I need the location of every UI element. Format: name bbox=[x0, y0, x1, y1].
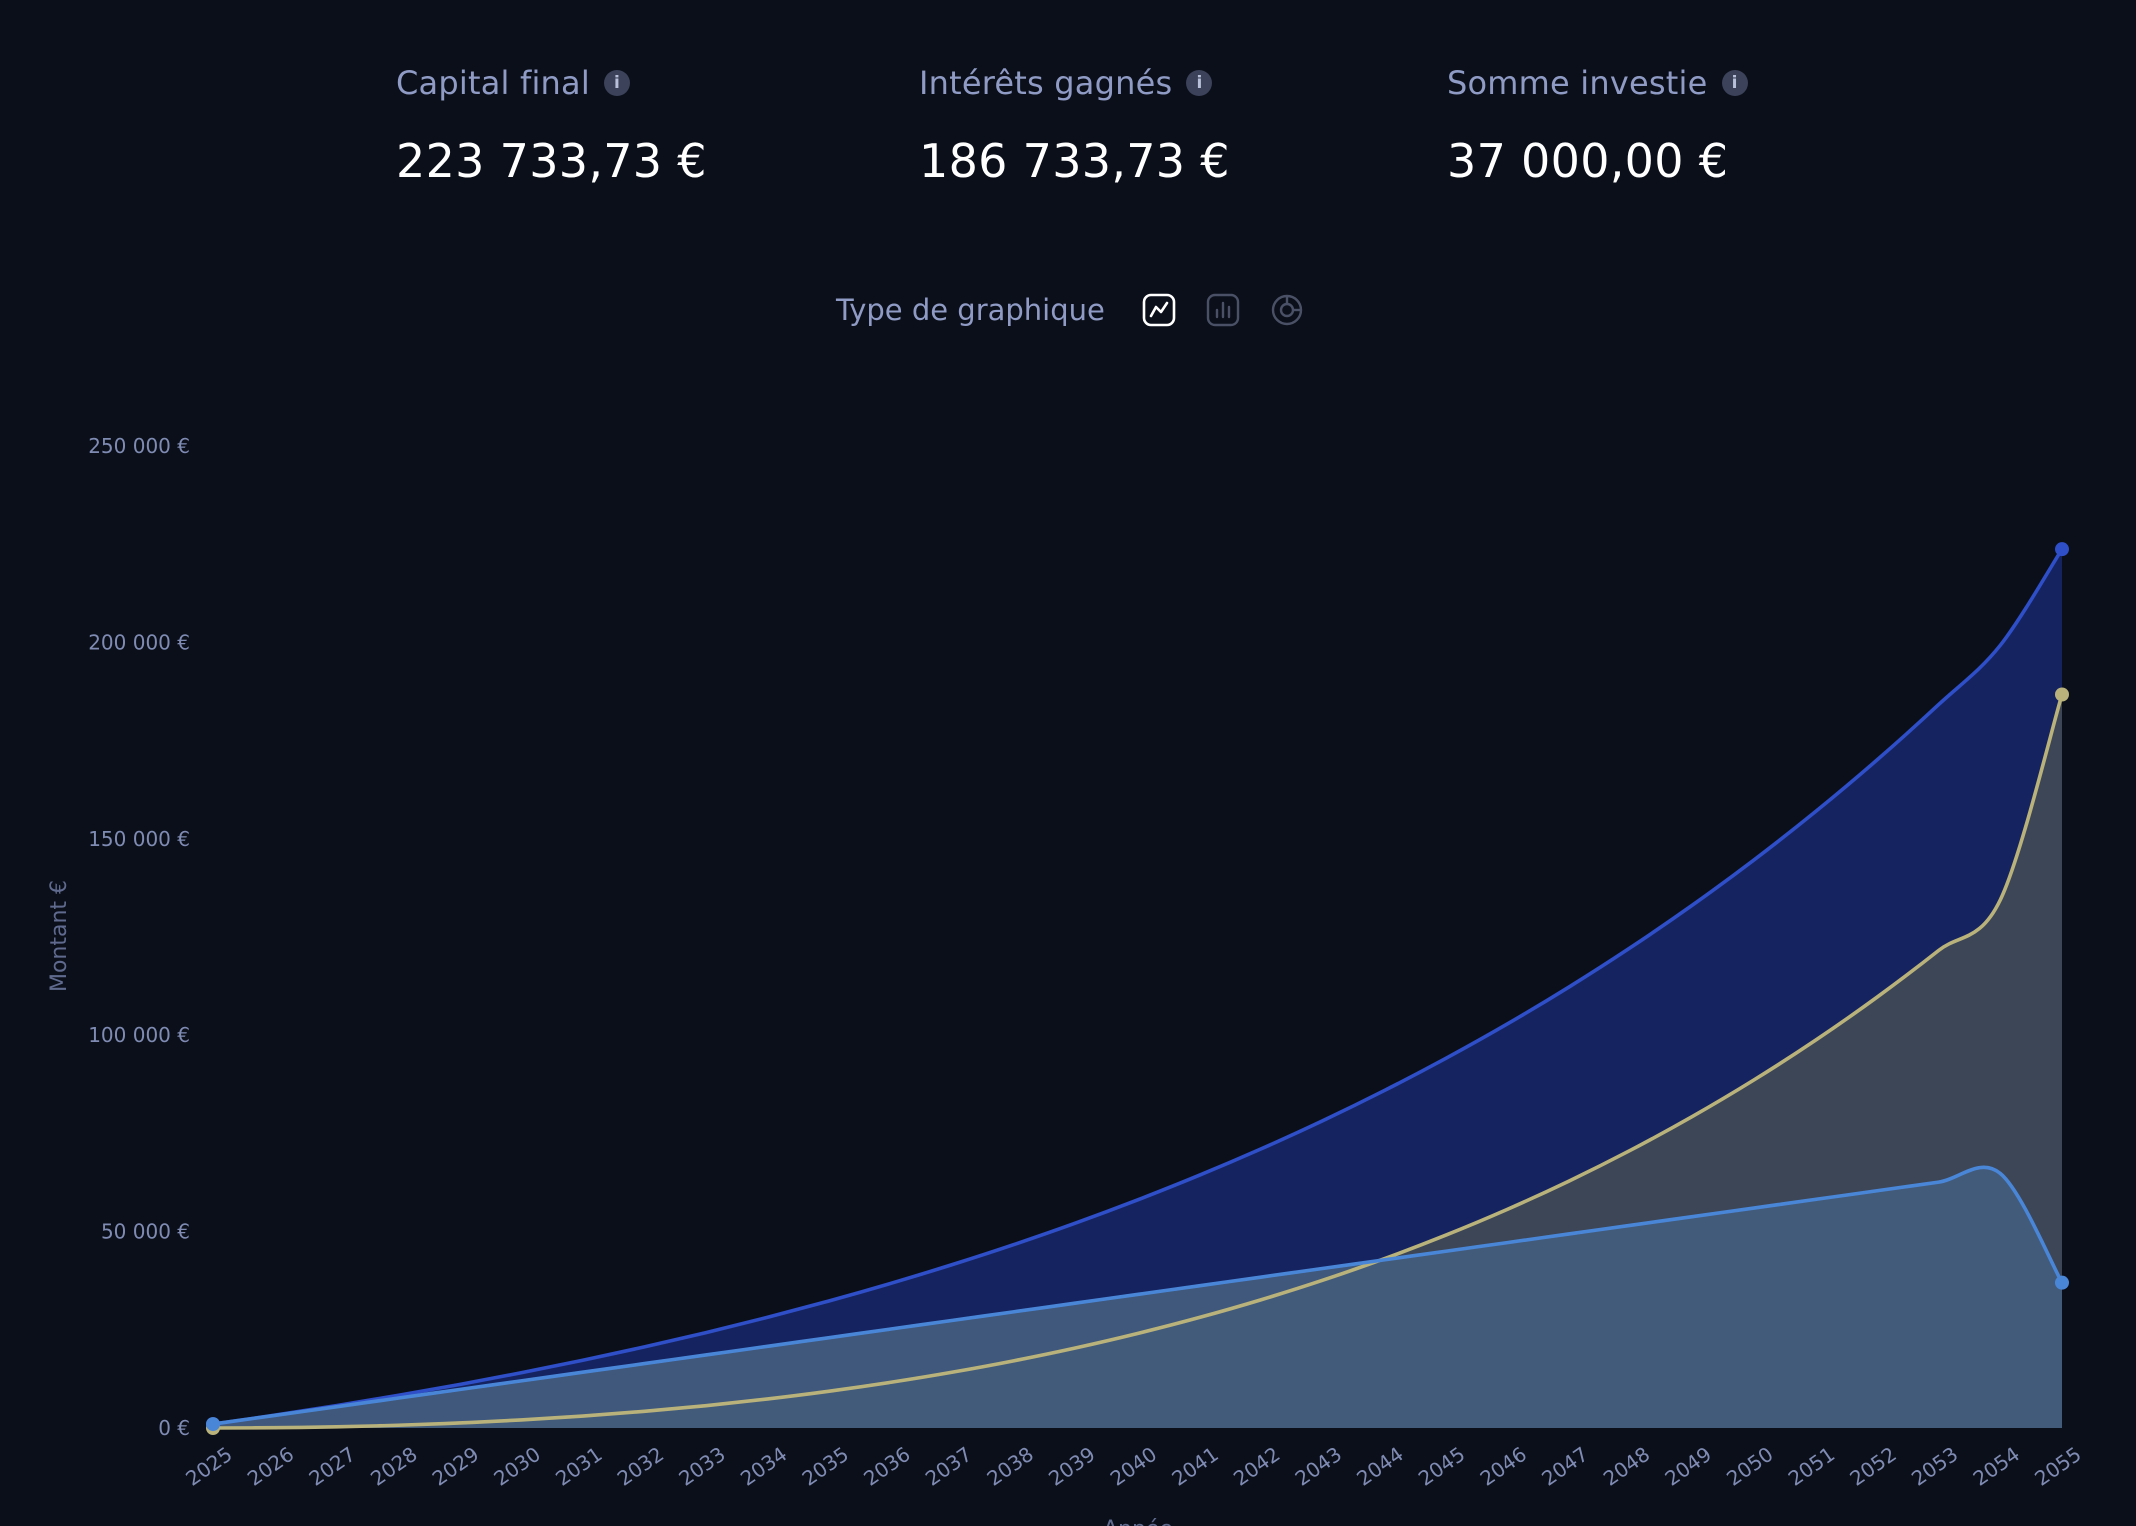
series-point-capital-end bbox=[2055, 542, 2069, 557]
x-tick-label: 2043 bbox=[1291, 1442, 1346, 1491]
series-point-invested-end bbox=[2055, 1275, 2069, 1290]
x-tick-label: 2052 bbox=[1845, 1442, 1900, 1491]
x-tick-label: 2025 bbox=[181, 1442, 236, 1491]
stat-label: Intérêts gagnés bbox=[919, 64, 1173, 102]
series-line-capital bbox=[212, 548, 2064, 1426]
x-tick-label: 2031 bbox=[551, 1442, 606, 1491]
stat-value: 37 000,00 € bbox=[1447, 134, 1729, 188]
x-tick-label: 2026 bbox=[243, 1442, 298, 1491]
x-tick-label: 2044 bbox=[1352, 1442, 1407, 1491]
x-tick-label: 2038 bbox=[982, 1442, 1037, 1491]
chart-type-selector: Type de graphique bbox=[836, 284, 1331, 336]
x-tick-label: 2041 bbox=[1167, 1442, 1222, 1491]
stat-interets-gagnes: Intérêts gagnés i 186 733,73 € bbox=[919, 58, 1230, 188]
x-tick-label: 2042 bbox=[1229, 1442, 1284, 1491]
y-tick-label: 150 000 € bbox=[88, 827, 190, 851]
x-tick-label: 2029 bbox=[428, 1442, 483, 1491]
x-tick-label: 2055 bbox=[2030, 1442, 2085, 1491]
series-line-invested bbox=[212, 1165, 2064, 1426]
x-tick-label: 2037 bbox=[921, 1442, 976, 1491]
y-tick-label: 0 € bbox=[158, 1416, 190, 1440]
stat-label: Somme investie bbox=[1447, 64, 1708, 102]
x-tick-label: 2039 bbox=[1044, 1442, 1099, 1491]
stat-somme-investie: Somme investie i 37 000,00 € bbox=[1447, 58, 1748, 188]
stat-value: 186 733,73 € bbox=[919, 134, 1230, 188]
x-tick-label: 2048 bbox=[1599, 1442, 1654, 1491]
y-tick-label: 200 000 € bbox=[88, 630, 190, 654]
bar-chart-button[interactable] bbox=[1203, 290, 1243, 330]
series-line-interest bbox=[212, 693, 2064, 1430]
x-tick-label: 2054 bbox=[1969, 1442, 2024, 1491]
info-icon[interactable]: i bbox=[603, 70, 630, 96]
pie-chart-button[interactable] bbox=[1267, 290, 1307, 330]
line-chart-button[interactable] bbox=[1139, 290, 1179, 330]
x-tick-label: 2030 bbox=[489, 1442, 544, 1491]
stat-label: Capital final bbox=[396, 64, 590, 102]
x-tick-label: 2032 bbox=[613, 1442, 668, 1491]
x-tick-label: 2036 bbox=[859, 1442, 914, 1491]
x-tick-label: 2040 bbox=[1106, 1442, 1161, 1491]
x-tick-label: 2050 bbox=[1722, 1442, 1777, 1491]
x-tick-label: 2034 bbox=[736, 1442, 791, 1491]
y-tick-label: 50 000 € bbox=[101, 1220, 190, 1244]
chart-type-label: Type de graphique bbox=[836, 293, 1105, 327]
x-tick-label: 2035 bbox=[798, 1442, 853, 1491]
info-icon[interactable]: i bbox=[1186, 70, 1213, 96]
y-tick-label: 250 000 € bbox=[88, 434, 190, 458]
y-axis-label: Montant € bbox=[47, 880, 72, 992]
y-tick-label: 100 000 € bbox=[88, 1023, 190, 1047]
x-tick-label: 2046 bbox=[1476, 1442, 1531, 1491]
x-tick-label: 2028 bbox=[366, 1442, 421, 1491]
bar-chart-icon bbox=[1206, 293, 1240, 327]
x-axis-label: Année bbox=[1103, 1517, 1173, 1526]
series-point-invested-start bbox=[206, 1417, 220, 1432]
x-tick-label: 2033 bbox=[674, 1442, 729, 1491]
x-tick-label: 2027 bbox=[305, 1442, 360, 1491]
x-tick-label: 2049 bbox=[1660, 1442, 1715, 1491]
x-tick-label: 2045 bbox=[1414, 1442, 1469, 1491]
stat-capital-final: Capital final i 223 733,73 € bbox=[396, 58, 707, 188]
stat-value: 223 733,73 € bbox=[396, 134, 707, 188]
info-icon[interactable]: i bbox=[1721, 70, 1748, 96]
area-invested bbox=[213, 1167, 2062, 1428]
x-tick-label: 2047 bbox=[1537, 1442, 1592, 1491]
pie-chart-icon bbox=[1271, 294, 1303, 326]
series-point-interest-end bbox=[2055, 687, 2069, 702]
line-chart-icon bbox=[1142, 293, 1176, 327]
x-tick-label: 2051 bbox=[1784, 1442, 1839, 1491]
x-tick-label: 2053 bbox=[1907, 1442, 1962, 1491]
